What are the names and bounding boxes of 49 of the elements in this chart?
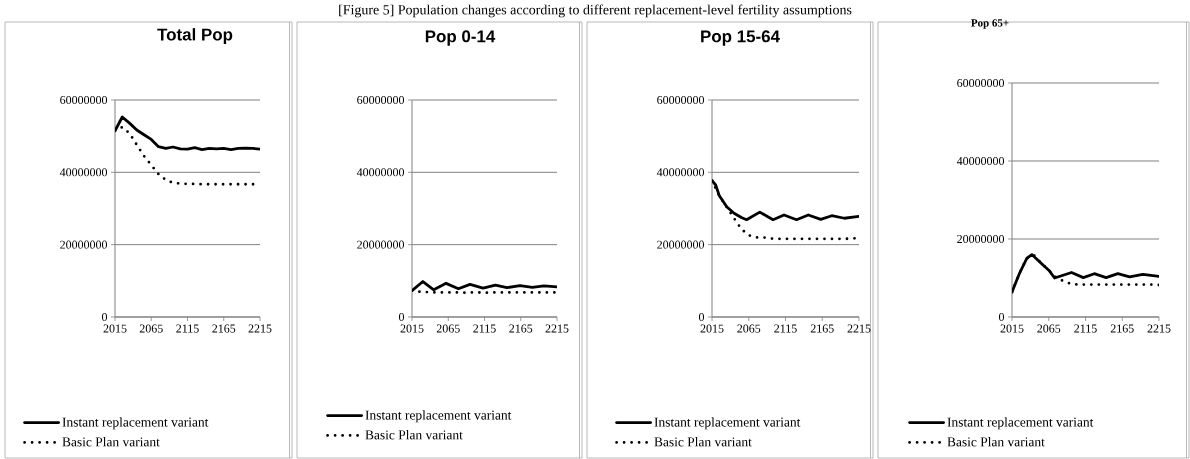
x-tick-label: 2015	[700, 324, 724, 333]
x-tick-label: 2115	[774, 324, 797, 333]
y-tick-label: 60000000	[60, 95, 108, 105]
x-tick-label: 2115	[176, 324, 199, 333]
x-tick-label: 2215	[847, 324, 871, 333]
y-tick-label: 20000000	[357, 240, 405, 249]
chart-title: Pop 0-14	[425, 30, 496, 46]
y-tick-label: 0	[998, 312, 1005, 322]
y-tick-label: 60000000	[657, 95, 705, 105]
x-tick-label: 2015	[103, 324, 127, 333]
y-tick-label: 40000000	[356, 168, 405, 177]
y-tick-label: 0	[698, 312, 705, 322]
x-tick-label: 2065	[737, 324, 761, 333]
x-tick-label: 2165	[810, 324, 834, 333]
legend-label: Basic Plan variant	[62, 436, 160, 447]
y-tick-label: 20000000	[60, 240, 108, 249]
y-tick-label: 0	[101, 312, 108, 322]
chart-title: Pop 65+	[971, 19, 1009, 29]
legend-label: Instant replacement variant	[365, 410, 512, 423]
x-tick-label: 2015	[400, 324, 424, 333]
legend-label: Instant replacement variant	[947, 417, 1094, 430]
y-tick-label: 60000000	[357, 95, 405, 105]
chart-title: Pop 15-64	[701, 30, 780, 46]
y-tick-label: 40000000	[59, 168, 108, 177]
x-tick-label: 2015	[1000, 324, 1024, 333]
chart-title: Total Pop	[157, 28, 233, 44]
y-tick-label: 40000000	[656, 168, 705, 177]
x-tick-label: 2165	[212, 324, 236, 333]
y-tick-label: 20000000	[657, 240, 705, 249]
legend-label: Basic Plan variant	[947, 436, 1045, 447]
x-tick-label: 2215	[1147, 324, 1171, 333]
y-tick-label: 40000000	[956, 156, 1005, 166]
x-tick-label: 2165	[509, 324, 533, 333]
x-tick-label: 2115	[473, 324, 496, 333]
x-tick-label: 2165	[1110, 324, 1134, 333]
y-tick-label: 60000000	[957, 78, 1005, 88]
x-tick-label: 2065	[1037, 324, 1061, 333]
y-tick-label: 0	[398, 312, 405, 322]
x-tick-label: 2215	[545, 324, 569, 333]
legend-label: Basic Plan variant	[654, 436, 752, 447]
y-tick-label: 20000000	[957, 234, 1005, 244]
legend-label: Basic Plan variant	[365, 429, 463, 440]
text: [Figure 5] Population changes according to different replacement-level fertility assumptions	[339, 4, 852, 18]
x-tick-label: 2065	[436, 324, 460, 333]
x-tick-label: 2215	[248, 324, 272, 333]
x-tick-label: 2065	[139, 324, 163, 333]
legend-label: Instant replacement variant	[62, 417, 209, 430]
x-tick-label: 2115	[1074, 324, 1097, 333]
legend-label: Instant replacement variant	[654, 417, 801, 430]
